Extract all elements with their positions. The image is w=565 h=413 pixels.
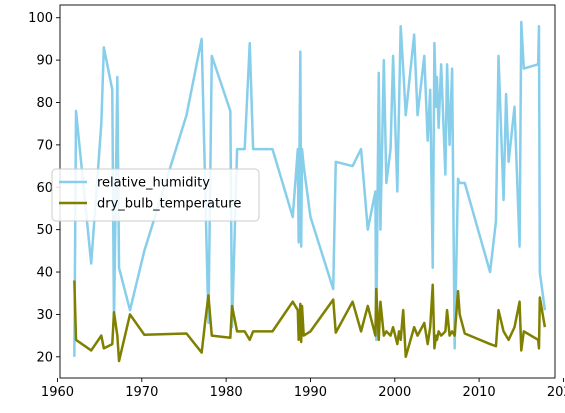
plot-lines [73, 20, 547, 363]
legend: relative_humidity dry_bulb_temperature [51, 168, 260, 222]
legend-box [51, 168, 260, 222]
legend-label-relative-humidity: relative_humidity [97, 176, 210, 191]
y-tick-label: 90 [36, 54, 53, 69]
y-tick-label: 50 [36, 223, 53, 238]
x-tick-label: 1980 [210, 385, 243, 400]
y-axis: 20 30 40 50 60 70 80 90 100 [28, 11, 60, 365]
y-tick-label: 70 [36, 138, 53, 153]
y-tick-label: 20 [36, 350, 53, 365]
legend-label-dry-bulb-temperature: dry_bulb_temperature [97, 197, 241, 212]
x-tick-label: 2000 [378, 385, 411, 400]
series-relative-humidity [73, 20, 547, 357]
y-tick-label: 100 [28, 11, 53, 26]
x-tick-label: 1960 [41, 385, 74, 400]
y-tick-label: 60 [36, 181, 53, 196]
x-tick-label: 2010 [463, 385, 496, 400]
y-tick-label: 40 [36, 266, 53, 281]
x-tick-label: 1990 [294, 385, 327, 400]
y-tick-label: 30 [36, 308, 53, 323]
series-line-relative-humidity [73, 20, 547, 357]
series-dry-bulb-temperature [73, 280, 547, 363]
series-line-dry-bulb-temperature [73, 280, 547, 363]
y-tick-label: 80 [36, 96, 53, 111]
x-tick-label: 1970 [125, 385, 158, 400]
